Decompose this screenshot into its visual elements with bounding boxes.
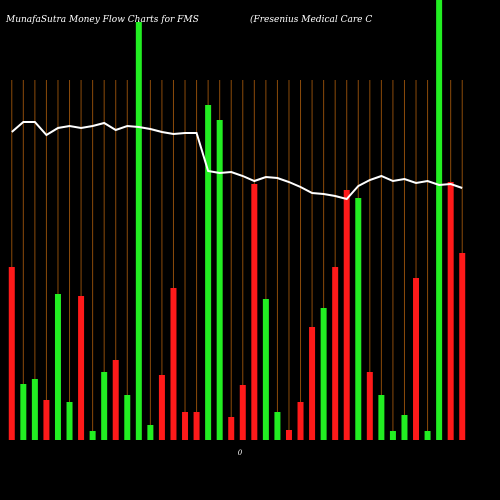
bar	[251, 184, 258, 440]
bar	[355, 198, 362, 440]
bar	[8, 267, 15, 440]
bar	[43, 400, 50, 440]
bar	[413, 278, 420, 440]
bar	[205, 105, 212, 440]
bar	[366, 372, 373, 440]
bar	[147, 425, 154, 440]
bar	[239, 385, 246, 440]
bar	[262, 299, 269, 440]
bar	[447, 182, 454, 440]
bar	[320, 308, 327, 440]
bar	[124, 395, 131, 440]
bar	[424, 431, 431, 440]
money-flow-line	[11, 121, 463, 201]
bar	[101, 372, 108, 440]
bar	[193, 412, 200, 440]
bar	[309, 327, 316, 440]
bar	[297, 402, 304, 440]
bar	[459, 253, 466, 440]
bar	[436, 0, 443, 440]
bar	[20, 384, 27, 440]
bar	[401, 415, 408, 440]
bar	[170, 288, 177, 440]
bar	[112, 360, 119, 440]
chart-title: MunafaSutra Money Flow Charts for FMS	[5, 15, 199, 25]
bar	[89, 431, 96, 440]
bar	[54, 294, 61, 440]
bar	[66, 402, 73, 440]
bar	[389, 431, 396, 440]
bar	[158, 375, 165, 440]
bar	[182, 412, 189, 440]
bar	[285, 430, 292, 440]
bar	[378, 395, 385, 440]
zero-label: 0	[238, 449, 243, 457]
bar	[343, 190, 350, 440]
bar	[31, 379, 38, 440]
bar	[228, 417, 235, 440]
bar	[274, 412, 281, 440]
bar	[135, 22, 142, 440]
bar	[216, 120, 223, 440]
bar	[78, 296, 85, 440]
chart-subtitle: (Fresenius Medical Care C	[250, 14, 372, 25]
bar	[332, 267, 339, 440]
